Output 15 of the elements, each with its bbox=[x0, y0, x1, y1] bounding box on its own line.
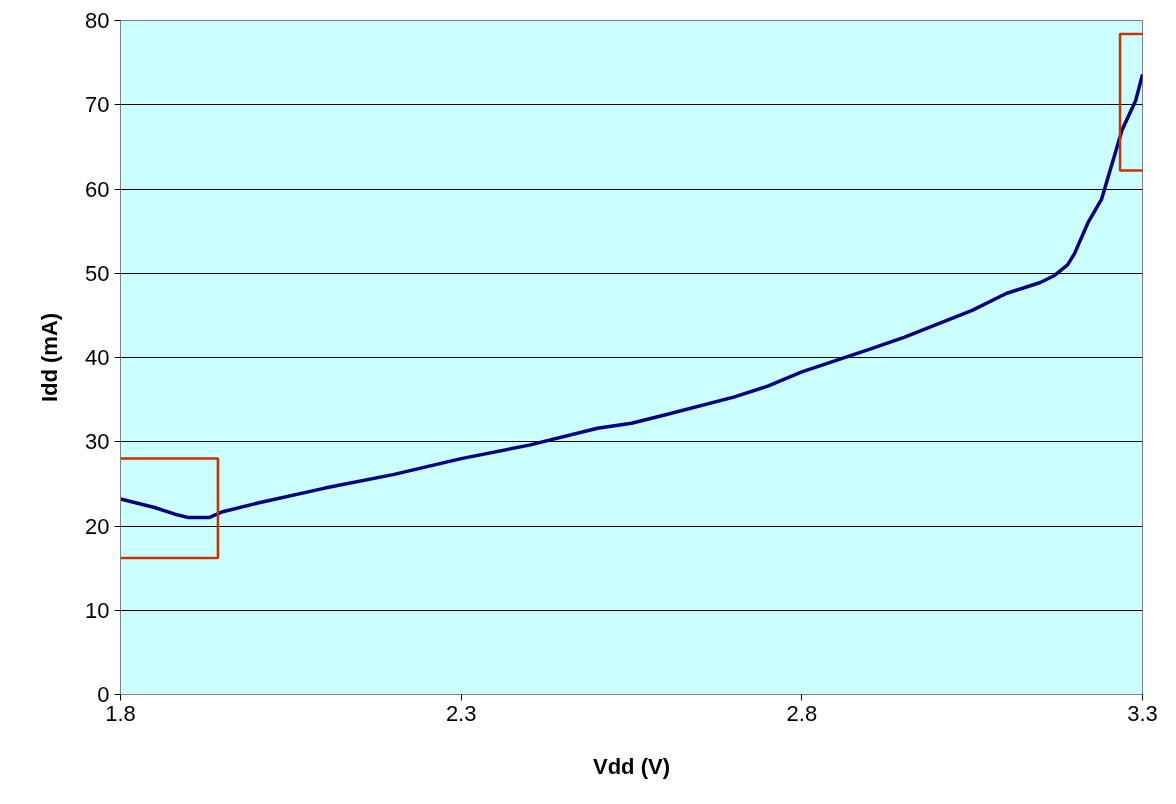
y-tick-label: 60 bbox=[85, 176, 110, 202]
y-tick-label: 80 bbox=[85, 8, 110, 33]
x-axis-title: Vdd (V) bbox=[593, 753, 671, 779]
y-tick-label: 0 bbox=[97, 682, 110, 707]
y-tick-label: 10 bbox=[85, 597, 110, 623]
y-tick-label: 70 bbox=[85, 92, 110, 118]
x-tick-label: 2.3 bbox=[445, 700, 477, 726]
y-tick-label: 40 bbox=[85, 345, 110, 370]
x-tick-label: 2.8 bbox=[786, 700, 818, 726]
y-tick-label: 30 bbox=[85, 429, 110, 455]
y-axis-title: Idd (mA) bbox=[37, 312, 63, 403]
y-tick-label: 20 bbox=[85, 513, 110, 539]
y-tick-label: 50 bbox=[85, 260, 110, 286]
line-series bbox=[120, 72, 1143, 520]
x-tick-label: 3.3 bbox=[1127, 700, 1158, 726]
